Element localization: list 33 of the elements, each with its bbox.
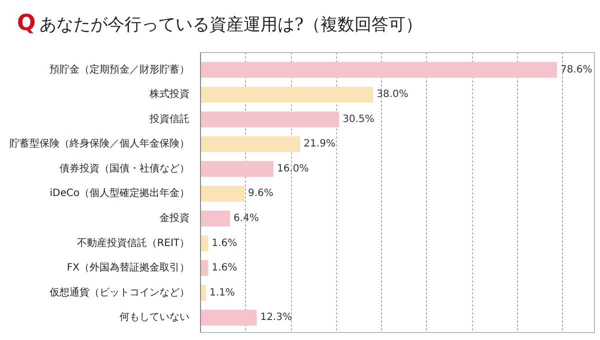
y-tick-label: 貯蓄型保険（終身保険／個人年金保険） [10, 138, 190, 150]
y-tick-label: 金投資 [160, 212, 190, 224]
data-label: 16.0% [276, 163, 309, 174]
bar [200, 136, 300, 152]
bar [200, 284, 206, 301]
data-label: 12.3% [260, 312, 292, 324]
data-label: 30.5% [342, 114, 374, 125]
data-label: 21.9% [304, 138, 336, 150]
data-label: 6.4% [233, 213, 259, 224]
y-tick-label: 預貯金（定期預金／財形貯蓄） [50, 63, 190, 76]
bar [200, 310, 257, 326]
bar [200, 62, 557, 78]
y-tick-label: 債券投資（国債・社債など） [60, 162, 190, 174]
chart-title: Q あなたが今行っている資産運用は?（複数回答可） [17, 11, 423, 36]
bar [200, 86, 374, 103]
bar [200, 260, 208, 276]
y-tick-label: 仮想通貨（ビットコインなど） [50, 286, 190, 298]
y-tick-label: 何もしていない [120, 312, 190, 324]
bar [200, 210, 230, 226]
bar [200, 186, 244, 202]
data-label: 1.1% [209, 287, 235, 298]
data-label: 78.6% [560, 64, 592, 76]
data-label: 1.6% [212, 262, 238, 274]
y-tick-label: 不動産投資信託（REIT） [77, 236, 190, 249]
y-tick-label: FX（外国為替証拠金取引） [66, 262, 190, 274]
data-label: 1.6% [212, 238, 238, 249]
data-label: 9.6% [248, 188, 274, 200]
bar [200, 161, 274, 177]
y-tick-label: iDeCo（個人型確定拠出年金） [50, 187, 190, 200]
y-tick-label: 株式投資 [148, 88, 190, 100]
y-tick-label: 投資信託 [148, 112, 190, 125]
bar [200, 111, 340, 128]
data-label: 38.0% [376, 89, 408, 100]
